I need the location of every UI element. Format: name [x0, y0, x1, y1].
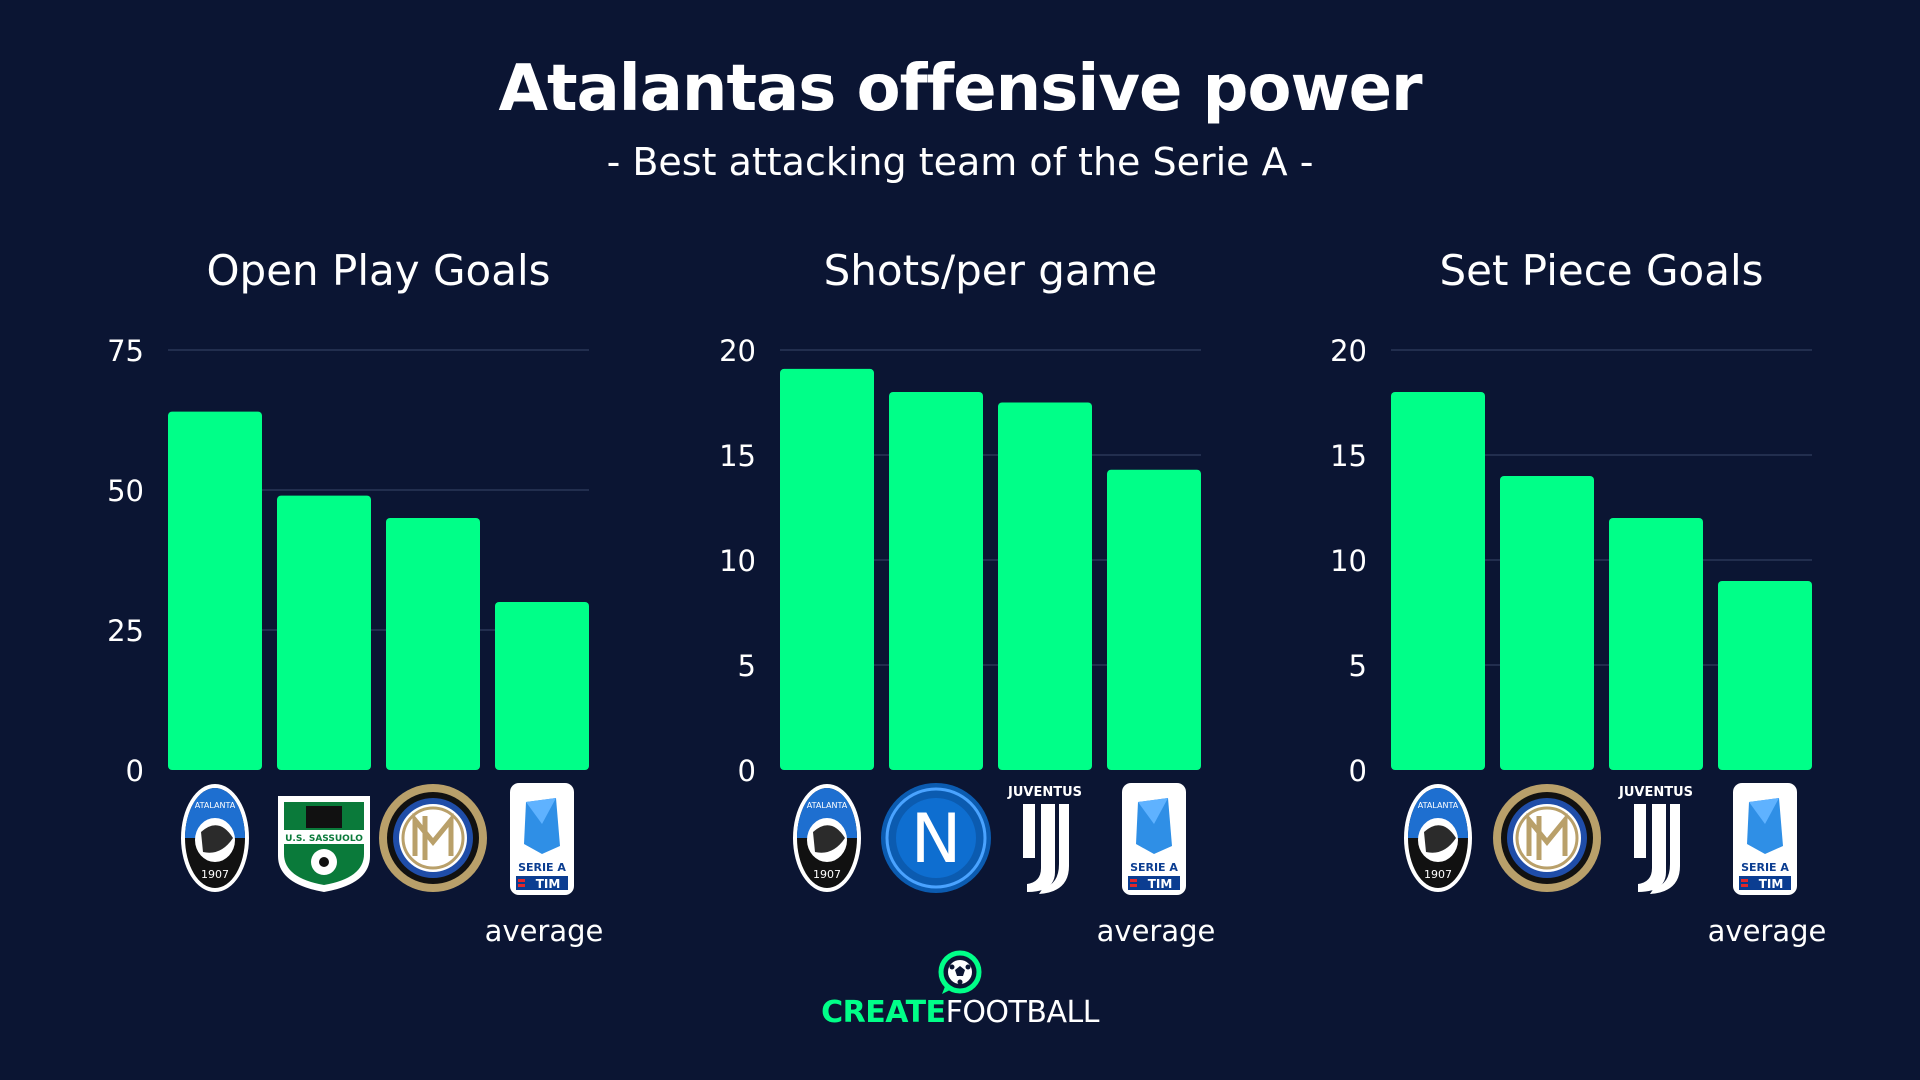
y-tick-label: 50: [107, 474, 144, 508]
atalanta-logo: ATALANTA 1907: [793, 784, 861, 892]
inter-logo: [1493, 784, 1601, 892]
serie-a-logo: SERIE A TIM: [1122, 783, 1186, 895]
juventus-logo: JUVENTUS: [1007, 785, 1082, 894]
y-tick-label: 5: [1349, 649, 1367, 683]
napoli-logo: N: [881, 783, 991, 893]
logo-text: TIM: [1759, 877, 1784, 891]
logo-text: TIM: [536, 877, 561, 891]
brand-part1: CREATE: [821, 995, 946, 1030]
panel-title: Shots/per game: [824, 246, 1158, 295]
logo-text: 1907: [813, 868, 841, 881]
serie-a-logo: SERIE A TIM: [1733, 783, 1797, 895]
logo-text: JUVENTUS: [1618, 785, 1693, 800]
inter-logo: [379, 784, 487, 892]
brand-logo: CREATEFOOTBALL: [0, 995, 1920, 1030]
serie-a-logo: SERIE A TIM: [510, 783, 574, 895]
atalanta-logo: ATALANTA 1907: [1404, 784, 1472, 892]
logo-text: ATALANTA: [1418, 801, 1459, 810]
bar-juventus: [1609, 518, 1703, 770]
y-tick-label: 10: [719, 544, 756, 578]
chart-panel-3: Set Piece Goals 0 5 10 15 20 ATALANTA 1907 JUVEN…: [1330, 246, 1826, 948]
logo-text: TIM: [1148, 877, 1173, 891]
logo-text: U.S. SASSUOLO: [285, 834, 363, 844]
x-category-label: average: [1708, 914, 1827, 948]
y-tick-label: 5: [738, 649, 756, 683]
sassuolo-logo: U.S. SASSUOLO: [278, 796, 370, 892]
panel-title: Set Piece Goals: [1439, 246, 1763, 295]
y-tick-label: 10: [1330, 544, 1367, 578]
y-tick-label: 25: [107, 614, 144, 648]
y-tick-label: 75: [107, 334, 144, 368]
x-category-label: average: [1097, 914, 1216, 948]
bar-atalanta: [168, 411, 262, 770]
bar-juventus: [998, 402, 1092, 770]
logo-text: ATALANTA: [195, 801, 236, 810]
y-tick-label: 20: [1330, 334, 1367, 368]
logo-text: SERIE A: [1130, 861, 1178, 874]
bar-atalanta: [1391, 392, 1485, 770]
logo-text: JUVENTUS: [1007, 785, 1082, 800]
brand-part2: FOOTBALL: [945, 995, 1100, 1030]
y-tick-label: 15: [1330, 439, 1367, 473]
logo-text: SERIE A: [1741, 861, 1789, 874]
x-category-label: average: [485, 914, 604, 948]
logo-text: N: [911, 800, 962, 879]
y-tick-label: 0: [738, 754, 756, 788]
logo-text: 1907: [201, 868, 229, 881]
chart-title: Atalantas offensive power: [498, 52, 1422, 126]
bar-inter: [1500, 476, 1594, 770]
logo-text: SERIE A: [518, 861, 566, 874]
bar-serie-a-average: [495, 602, 589, 770]
y-tick-label: 0: [126, 754, 144, 788]
logo-text: ATALANTA: [807, 801, 848, 810]
bar-serie-a-average: [1107, 469, 1201, 770]
atalanta-logo: ATALANTA 1907: [181, 784, 249, 892]
logo-text: 1907: [1424, 868, 1452, 881]
chart-panel-1: Open Play Goals 0 25 50 75 ATALANTA 1907 U.S. S…: [107, 246, 603, 948]
y-tick-label: 0: [1349, 754, 1367, 788]
juventus-logo: JUVENTUS: [1618, 785, 1693, 894]
bar-atalanta: [780, 368, 874, 770]
y-tick-label: 20: [719, 334, 756, 368]
chart-subtitle: - Best attacking team of the Serie A -: [606, 140, 1314, 184]
bar-serie-a-average: [1718, 581, 1812, 770]
y-tick-label: 15: [719, 439, 756, 473]
bar-sassuolo: [277, 495, 371, 770]
bar-inter: [386, 518, 480, 770]
football-chat-icon: [938, 950, 982, 994]
bar-napoli: [889, 392, 983, 770]
chart-panel-2: Shots/per game 0 5 10 15 20 ATALANTA 1907 N JUVEN…: [719, 246, 1215, 948]
panel-title: Open Play Goals: [207, 246, 551, 295]
